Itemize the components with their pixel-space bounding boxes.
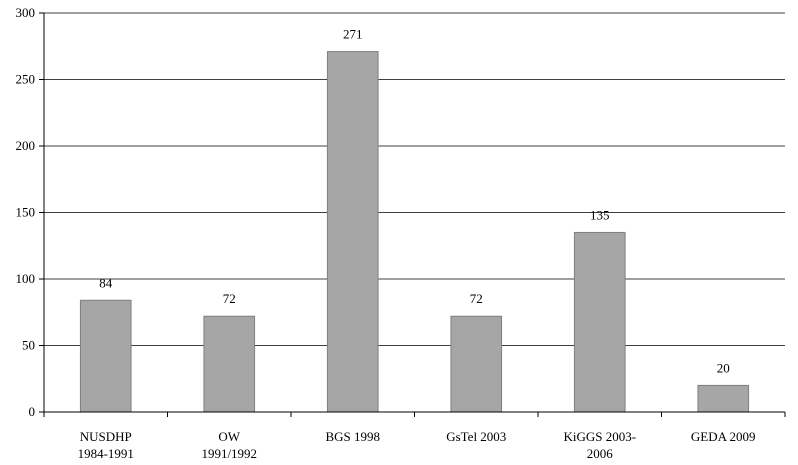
data-labels: 84 72 271 72 135 20 xyxy=(99,27,730,376)
data-label: 72 xyxy=(223,291,236,306)
y-tick-label: 0 xyxy=(29,404,36,419)
bar xyxy=(203,315,256,413)
x-tick-label: KiGGS 2003- 2006 xyxy=(563,429,636,461)
x-tick-label: BGS 1998 xyxy=(325,429,380,444)
x-tick-label-line: 1984-1991 xyxy=(78,446,134,461)
x-tick-label-line: BGS 1998 xyxy=(325,429,380,444)
y-tick-label: 150 xyxy=(16,205,36,220)
x-tick-label-line: 2006 xyxy=(587,446,614,461)
x-axis-ticks: NUSDHP 1984-1991 OW 1991/1992 BGS 1998 GsTel … xyxy=(43,412,786,461)
gridlines xyxy=(44,12,785,346)
y-tick-label: 50 xyxy=(22,338,35,353)
x-tick-label-line: GsTel 2003 xyxy=(446,429,506,444)
y-tick-label: 100 xyxy=(16,271,36,286)
x-tick-label: GEDA 2009 xyxy=(691,429,756,444)
data-label: 135 xyxy=(590,207,610,222)
y-axis-ticks: 0 50 100 150 200 250 300 xyxy=(16,5,44,419)
y-tick-label: 250 xyxy=(16,72,36,87)
x-tick-label: OW 1991/1992 xyxy=(201,429,257,461)
data-label: 72 xyxy=(470,291,483,306)
data-label: 20 xyxy=(717,360,730,375)
data-label: 84 xyxy=(99,275,113,290)
bar xyxy=(79,299,132,413)
bar xyxy=(573,231,626,413)
x-tick-label-line: OW xyxy=(218,429,240,444)
x-tick-label-line: KiGGS 2003- xyxy=(563,429,636,444)
x-tick-label: NUSDHP 1984-1991 xyxy=(78,429,134,461)
y-tick-label: 300 xyxy=(16,5,36,20)
x-tick-label-line: GEDA 2009 xyxy=(691,429,756,444)
bar xyxy=(450,315,503,413)
bar xyxy=(697,384,750,413)
axes xyxy=(43,13,785,413)
x-tick-label-line: 1991/1992 xyxy=(201,446,257,461)
bars xyxy=(79,51,750,413)
x-tick-label: GsTel 2003 xyxy=(446,429,506,444)
y-tick-label: 200 xyxy=(16,138,36,153)
bar xyxy=(326,51,379,413)
data-label: 271 xyxy=(343,27,363,42)
x-tick-label-line: NUSDHP xyxy=(80,429,132,444)
